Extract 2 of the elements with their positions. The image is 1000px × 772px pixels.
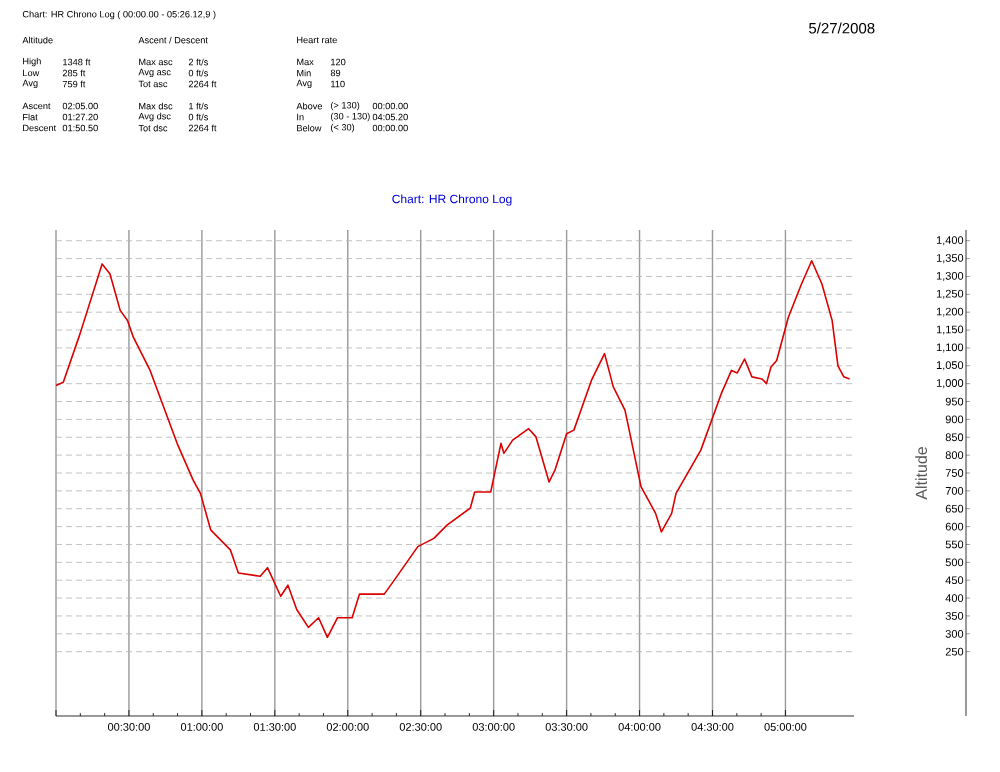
y-axis-title: Altitude bbox=[915, 447, 928, 500]
line-series bbox=[55, 259, 851, 639]
